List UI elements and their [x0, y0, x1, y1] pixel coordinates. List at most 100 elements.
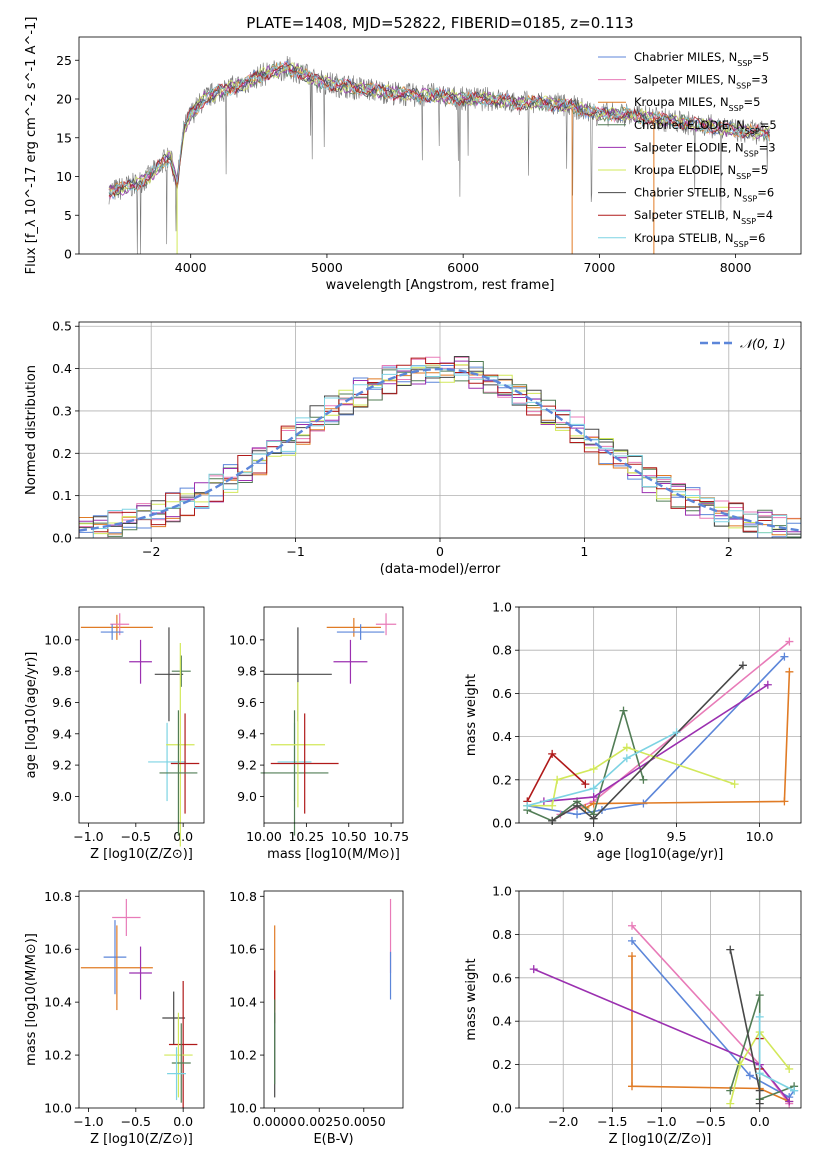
- y-axis-label: Normed distribution: [24, 365, 39, 495]
- weight-point: [589, 765, 598, 773]
- weight-line: [526, 707, 645, 822]
- weight-point: [619, 706, 628, 715]
- model-spectrum: [108, 62, 770, 196]
- legend-label: Kroupa ELODIE, NSSP=5: [634, 163, 768, 181]
- weight-line: [729, 994, 795, 1101]
- axes-frame: [78, 36, 802, 255]
- x-tick-label: 6000: [447, 260, 479, 275]
- y-tick-label: 10.8: [44, 889, 72, 904]
- weight-point: [548, 801, 557, 810]
- y-tick-label: 9.8: [237, 664, 257, 679]
- weight-line: [527, 731, 677, 807]
- y-tick-label: 0.1: [52, 488, 72, 503]
- x-tick-label: −1.0: [73, 829, 103, 844]
- gridlines: [79, 322, 801, 539]
- weight-point: [755, 1099, 764, 1108]
- y-tick-label: 0.6: [492, 686, 512, 701]
- normal-curve: [79, 367, 801, 532]
- weight-line: [729, 949, 761, 1104]
- x-tick-label: 10.25: [288, 829, 324, 844]
- y-tick-label: 10.6: [44, 942, 72, 957]
- weight-point: [573, 801, 582, 810]
- y-axis-label: mass weight: [464, 958, 479, 1040]
- y-axis-label: age [log10(age/yr)]: [24, 652, 39, 779]
- legend-label: Kroupa STELIB, NSSP=6: [634, 231, 765, 249]
- y-axis-label: Flux [f_λ 10^-17 erg cm^-2 s^-1 A^-1]: [24, 17, 39, 275]
- axes-frame: [78, 321, 802, 539]
- x-axis-label: wavelength [Angstrom, rest frame]: [326, 278, 555, 293]
- legend-nssp: =3: [759, 140, 776, 154]
- weight-point: [726, 1099, 735, 1108]
- y-tick-label: 10.8: [229, 889, 257, 904]
- y-tick-label: 0.0: [492, 1101, 512, 1116]
- legend-label: Chabrier STELIB, NSSP=6: [634, 186, 774, 204]
- weight-point: [785, 637, 794, 646]
- ticks: [260, 639, 392, 827]
- y-tick-label: 0.6: [492, 970, 512, 985]
- legend-nssp: =5: [751, 163, 768, 177]
- weight-vs-age-panel: 9.0 9.5 10.0 0.0 0.2 0.4 0.6 0.8 1.0 age [log10(a…: [464, 600, 802, 862]
- x-axis-label: E(B-V): [313, 1132, 353, 1147]
- x-tick-label: 8000: [720, 260, 752, 275]
- weight-line: [631, 940, 795, 1099]
- weight-point: [548, 816, 557, 825]
- y-tick-label: 0.0: [492, 816, 512, 831]
- ticks: [75, 639, 184, 827]
- weight-point: [589, 793, 598, 802]
- weight-point: [627, 952, 636, 961]
- axes-frame: [78, 890, 205, 1109]
- x-tick-label: 0.0: [750, 1114, 770, 1129]
- ticks: [260, 895, 365, 1112]
- x-tick-label: 10.75: [373, 829, 409, 844]
- ticks: [75, 59, 737, 258]
- weight-point: [672, 728, 681, 737]
- ticks: [75, 325, 730, 542]
- y-tick-label: 10.6: [229, 942, 257, 957]
- weight-point: [763, 680, 772, 689]
- x-tick-label: 0.0050: [342, 1114, 386, 1129]
- spectrum-lines: [108, 55, 771, 254]
- y-tick-label: 9.0: [237, 789, 257, 804]
- weight-point: [785, 1064, 794, 1073]
- weight-point: [529, 965, 538, 974]
- x-tick-label: 1: [580, 544, 588, 559]
- y-tick-label: 9.8: [52, 664, 72, 679]
- weight-line: [551, 664, 744, 822]
- y-tick-label: 10.4: [229, 995, 257, 1010]
- legend-subscript: SSP: [736, 81, 751, 90]
- y-tick-label: 10: [56, 169, 72, 184]
- weight-point: [780, 797, 789, 806]
- x-tick-label: 0.0: [173, 829, 193, 844]
- axes-frame: [263, 606, 404, 824]
- x-tick-label: 4000: [175, 260, 207, 275]
- weight-point: [790, 1086, 799, 1095]
- y-tick-label: 1.0: [492, 884, 512, 899]
- ticks: [515, 890, 761, 1112]
- y-tick-label: 10.0: [229, 1101, 257, 1116]
- y-tick-label: 0.0: [52, 531, 72, 546]
- x-tick-label: 9.5: [667, 829, 687, 844]
- weight-point: [780, 652, 789, 661]
- mass-vs-EBV-panel: 0.0000 0.0025 0.0050 10.0 10.2 10.4 10.6 10.8 E(…: [229, 889, 404, 1147]
- legend-subscript: SSP: [744, 149, 759, 158]
- x-tick-label: 7000: [583, 260, 615, 275]
- legend-nssp: =6: [749, 231, 766, 245]
- y-tick-label: 9.2: [52, 758, 72, 773]
- age-vs-mass-panel: 10.00 10.25 10.50 10.75 9.0 9.2 9.4 9.6 9.8 10.0 m…: [229, 606, 409, 862]
- y-tick-label: 0.4: [492, 729, 512, 744]
- y-tick-label: 0.3: [52, 403, 72, 418]
- y-tick-label: 0.2: [492, 772, 512, 787]
- y-tick-label: 9.6: [52, 695, 72, 710]
- legend-nssp: =3: [751, 73, 768, 87]
- x-tick-label: 10.00: [246, 829, 282, 844]
- x-tick-label: 9.0: [584, 829, 604, 844]
- weight-point: [627, 921, 636, 930]
- mass-vs-Z-panel: −1.0 −0.5 0.0 10.0 10.2 10.4 10.6 10.8 Z [log10(…: [24, 889, 205, 1147]
- legend-label: Salpeter STELIB, NSSP=4: [634, 208, 773, 226]
- x-tick-label: 0.0025: [297, 1114, 341, 1129]
- histogram-panel: −2 −1 0 1 2 0.0 0.1 0.2 0.3 0.4 0.5 (data-model)/er…: [24, 319, 802, 577]
- axes-frame: [78, 606, 205, 824]
- spectrum-legend: Chabrier MILES, NSSP=5 Salpeter MILES, NS…: [598, 50, 777, 248]
- x-tick-label: −0.5: [121, 1114, 151, 1129]
- weight-point: [639, 775, 648, 784]
